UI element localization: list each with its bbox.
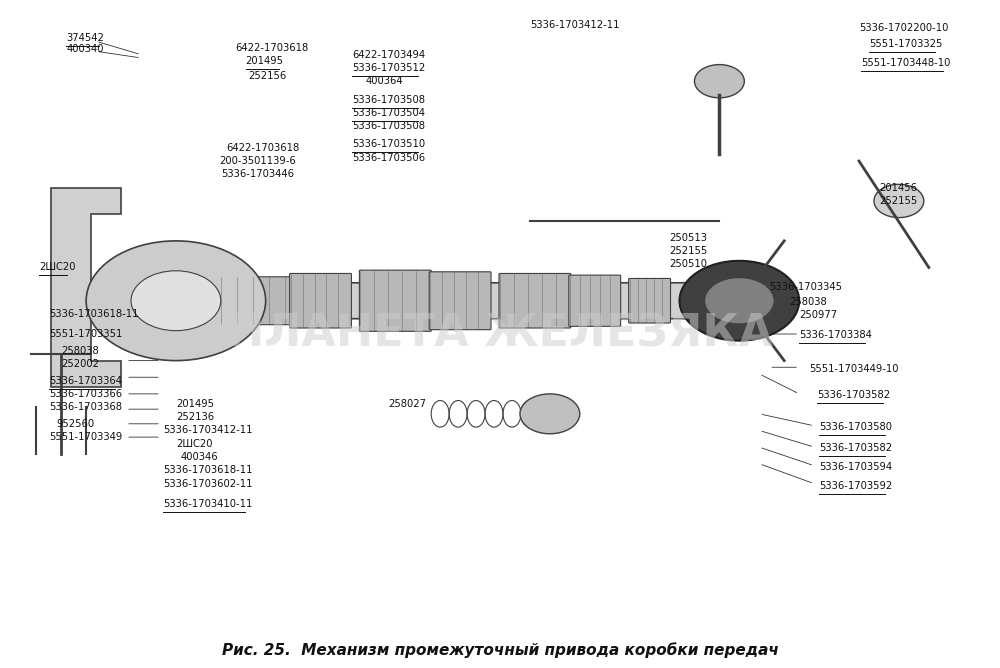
- Text: 201495: 201495: [176, 399, 214, 409]
- Text: 5336-1703582: 5336-1703582: [819, 444, 892, 454]
- Text: 374542: 374542: [66, 33, 104, 43]
- FancyBboxPatch shape: [499, 273, 571, 328]
- Text: 258038: 258038: [789, 297, 827, 307]
- Text: 201456: 201456: [879, 182, 917, 192]
- Text: 252156: 252156: [249, 71, 287, 81]
- Text: 5336-1703412-11: 5336-1703412-11: [530, 19, 619, 29]
- Text: 400346: 400346: [181, 452, 219, 462]
- Text: 5336-1703366: 5336-1703366: [49, 389, 122, 399]
- Text: 5336-1703504: 5336-1703504: [352, 108, 425, 118]
- Circle shape: [520, 394, 580, 434]
- Text: 5336-1703592: 5336-1703592: [819, 481, 892, 491]
- FancyBboxPatch shape: [359, 270, 431, 331]
- Text: 5336-1703512: 5336-1703512: [352, 63, 426, 73]
- Text: 6422-1703618: 6422-1703618: [236, 43, 309, 53]
- Text: 5336-1703506: 5336-1703506: [352, 153, 426, 163]
- Text: 252155: 252155: [879, 196, 917, 206]
- Text: 258027: 258027: [388, 399, 426, 409]
- Text: ПЛАНЕТА ЖЕЛЕЗЯКА: ПЛАНЕТА ЖЕЛЕЗЯКА: [227, 313, 773, 355]
- Circle shape: [694, 65, 744, 98]
- Text: 250977: 250977: [799, 311, 837, 321]
- Text: 5336-1703368: 5336-1703368: [49, 402, 122, 412]
- Text: 5336-1703510: 5336-1703510: [352, 140, 426, 150]
- FancyBboxPatch shape: [569, 275, 621, 327]
- Text: 5336-1703594: 5336-1703594: [819, 462, 892, 472]
- Text: 5336-1703580: 5336-1703580: [819, 422, 892, 432]
- Text: 258038: 258038: [61, 345, 99, 355]
- Text: 2ШС20: 2ШС20: [176, 439, 212, 449]
- Text: 5551-1703448-10: 5551-1703448-10: [861, 57, 950, 67]
- Circle shape: [131, 271, 221, 331]
- Text: 5336-1703384: 5336-1703384: [799, 331, 872, 340]
- Text: Рис. 25.  Механизм промежуточный привода коробки передач: Рис. 25. Механизм промежуточный привода …: [222, 642, 778, 658]
- Circle shape: [874, 184, 924, 218]
- Text: 5336-1702200-10: 5336-1702200-10: [859, 23, 948, 33]
- Polygon shape: [51, 188, 121, 387]
- Text: 5336-1703345: 5336-1703345: [769, 283, 842, 293]
- Text: 252155: 252155: [670, 246, 708, 256]
- FancyBboxPatch shape: [629, 279, 671, 323]
- FancyBboxPatch shape: [199, 283, 721, 319]
- Text: 2ШС20: 2ШС20: [39, 263, 76, 273]
- Circle shape: [679, 261, 799, 341]
- Text: 250513: 250513: [670, 232, 708, 242]
- Circle shape: [86, 241, 266, 361]
- Text: 5336-1703412-11: 5336-1703412-11: [163, 426, 252, 436]
- Text: 6422-1703618: 6422-1703618: [226, 143, 299, 153]
- Text: 5551-1703349: 5551-1703349: [49, 432, 123, 442]
- Text: 250510: 250510: [670, 259, 708, 269]
- Text: 252002: 252002: [61, 359, 99, 369]
- Text: 400364: 400364: [365, 76, 403, 86]
- Text: 5336-1703364: 5336-1703364: [49, 375, 122, 385]
- Text: 252136: 252136: [176, 412, 214, 422]
- Text: 5551-1703325: 5551-1703325: [869, 39, 942, 49]
- Text: 5336-1703508: 5336-1703508: [352, 122, 425, 132]
- Text: 5336-1703602-11: 5336-1703602-11: [163, 479, 252, 489]
- Text: 5336-1703618-11: 5336-1703618-11: [49, 309, 139, 319]
- Text: 201495: 201495: [246, 56, 284, 66]
- Text: 5336-1703582: 5336-1703582: [817, 390, 890, 400]
- Text: 5551-1703351: 5551-1703351: [49, 329, 123, 339]
- FancyBboxPatch shape: [290, 273, 351, 328]
- FancyBboxPatch shape: [220, 277, 302, 325]
- Text: 200-3501139-6: 200-3501139-6: [219, 156, 296, 166]
- Circle shape: [704, 277, 774, 324]
- FancyBboxPatch shape: [429, 272, 491, 330]
- Text: 400340: 400340: [66, 44, 104, 54]
- Text: 5336-1703508: 5336-1703508: [352, 95, 425, 105]
- Text: 5336-1703446: 5336-1703446: [221, 170, 294, 179]
- Text: 6422-1703494: 6422-1703494: [352, 49, 426, 59]
- Text: 5336-1703410-11: 5336-1703410-11: [163, 498, 252, 508]
- Text: 5551-1703449-10: 5551-1703449-10: [809, 363, 899, 373]
- Text: 952560: 952560: [56, 419, 94, 429]
- Text: 5336-1703618-11: 5336-1703618-11: [163, 466, 252, 476]
